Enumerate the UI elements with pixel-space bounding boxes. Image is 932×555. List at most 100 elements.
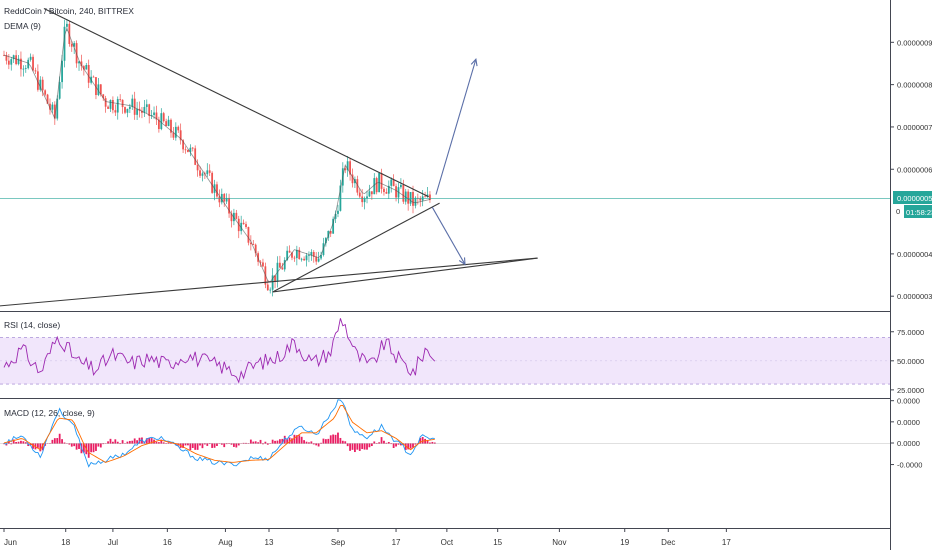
candle-body [136, 109, 138, 115]
candle-body [35, 70, 37, 71]
rsi-tick-label: 50.0000 [897, 357, 924, 366]
candle-body [42, 80, 44, 91]
candle-body [269, 290, 271, 291]
candle-body [390, 180, 392, 186]
macd-histogram-bar [366, 443, 368, 449]
candle-body [32, 57, 34, 71]
macd-histogram-bar [330, 435, 332, 443]
time-tick-label: Nov [552, 538, 566, 547]
macd-histogram-bar [54, 438, 56, 444]
macd-histogram-bar [37, 443, 39, 447]
rsi-legend-text[interactable]: RSI (14, close) [4, 320, 60, 330]
time-tick-label: Sep [331, 538, 346, 547]
candle-body [202, 173, 204, 175]
candle-body [235, 213, 237, 219]
macd-histogram-bar [393, 443, 395, 448]
candle-body [383, 189, 385, 192]
countdown-label: 01:58:23 [906, 208, 932, 217]
candle-body [262, 262, 264, 266]
candle-body [376, 178, 378, 192]
candle-body [318, 258, 320, 261]
candle-body [163, 113, 165, 121]
macd-histogram-bar [114, 439, 116, 443]
macd-histogram-bar [95, 443, 97, 451]
macd-histogram-bar [110, 439, 112, 444]
macd-histogram-bar [298, 435, 300, 443]
candle-body [211, 173, 213, 193]
candle-body [337, 211, 339, 214]
candle-body [22, 69, 24, 70]
macd-histogram-bar [97, 443, 99, 446]
macd-histogram-bar [364, 443, 366, 449]
macd-histogram-bar [289, 438, 291, 444]
candle-body [303, 259, 305, 260]
macd-histogram-bar [73, 443, 75, 446]
time-tick-label: 16 [163, 538, 172, 547]
macd-histogram-bar [395, 443, 397, 446]
candle-body [168, 120, 170, 126]
macd-histogram-bar [189, 443, 191, 450]
candle-body [361, 197, 363, 203]
symbol-title[interactable]: ReddCoin / Bitcoin, 240, BITTREX [4, 6, 134, 16]
macd-histogram-bar [202, 443, 204, 448]
macd-histogram-bar [93, 443, 95, 452]
macd-histogram-bar [185, 443, 187, 445]
macd-tick-label: -0.0000 [897, 461, 922, 470]
macd-histogram-bar [361, 443, 363, 449]
candle-body [424, 196, 426, 197]
candle-body [85, 65, 87, 70]
macd-histogram-bar [349, 443, 351, 450]
macd-histogram-bar [52, 440, 54, 444]
macd-histogram-bar [90, 443, 92, 452]
candle-body [279, 263, 281, 268]
candle-body [93, 77, 95, 78]
macd-histogram-bar [187, 443, 189, 445]
candle-body [117, 99, 119, 113]
time-tick-label: Oct [441, 538, 454, 547]
macd-tick-label: 0.0000 [897, 418, 920, 427]
candle-body [153, 112, 155, 115]
candle-body [105, 98, 107, 107]
candle-body [177, 127, 179, 130]
candle-body [71, 44, 73, 47]
candle-body [308, 255, 310, 256]
macd-histogram-bar [260, 440, 262, 444]
candle-body [243, 223, 245, 224]
candle-body [410, 192, 412, 204]
candle-body [124, 107, 126, 113]
hidden-price-tick: 0 [896, 207, 900, 216]
macd-histogram-bar [199, 443, 201, 445]
macd-histogram-bar [233, 443, 235, 447]
candle-body [25, 68, 27, 69]
macd-histogram-bar [192, 443, 194, 448]
macd-histogram-bar [352, 443, 354, 449]
macd-histogram-bar [369, 443, 371, 447]
macd-histogram-bar [100, 443, 102, 447]
time-tick-label: 19 [620, 538, 629, 547]
macd-legend-text[interactable]: MACD (12, 26, close, 9) [4, 408, 95, 418]
macd-histogram-bar [327, 439, 329, 444]
macd-histogram-bar [294, 435, 296, 444]
time-tick-label: 17 [392, 538, 401, 547]
candle-body [8, 61, 10, 65]
candle-body [415, 198, 417, 206]
candle-body [119, 99, 121, 100]
macd-histogram-bar [59, 434, 61, 444]
macd-histogram-bar [76, 443, 78, 449]
candle-body [199, 170, 201, 175]
candle-body [385, 192, 387, 194]
macd-histogram-bar [335, 435, 337, 444]
candle-body [134, 99, 136, 115]
candle-body [112, 100, 114, 110]
candle-body [114, 110, 116, 112]
dema-legend[interactable]: DEMA (9) [4, 21, 41, 31]
candle-body [129, 107, 131, 109]
time-tick-label: 18 [61, 538, 70, 547]
candle-body [267, 285, 269, 291]
macd-histogram-bar [214, 443, 216, 447]
macd-histogram-bar [332, 435, 334, 444]
